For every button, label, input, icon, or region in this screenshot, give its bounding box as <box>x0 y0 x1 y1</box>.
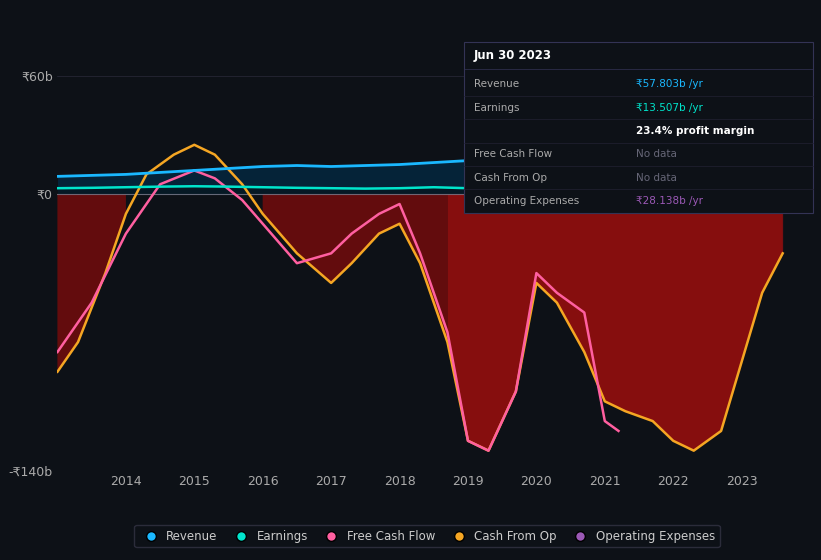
Text: ₹57.803b /yr: ₹57.803b /yr <box>636 80 703 90</box>
Text: Operating Expenses: Operating Expenses <box>474 196 579 206</box>
Text: ₹28.138b /yr: ₹28.138b /yr <box>636 196 704 206</box>
Text: No data: No data <box>636 150 677 160</box>
Text: 23.4% profit margin: 23.4% profit margin <box>636 126 754 136</box>
Text: Cash From Op: Cash From Op <box>474 173 547 183</box>
Text: No data: No data <box>636 173 677 183</box>
Legend: Revenue, Earnings, Free Cash Flow, Cash From Op, Operating Expenses: Revenue, Earnings, Free Cash Flow, Cash … <box>135 525 719 547</box>
Text: ₹13.507b /yr: ₹13.507b /yr <box>636 103 703 113</box>
Text: Revenue: Revenue <box>474 80 519 90</box>
Text: Free Cash Flow: Free Cash Flow <box>474 150 552 160</box>
Text: Jun 30 2023: Jun 30 2023 <box>474 49 552 62</box>
Text: Earnings: Earnings <box>474 103 519 113</box>
